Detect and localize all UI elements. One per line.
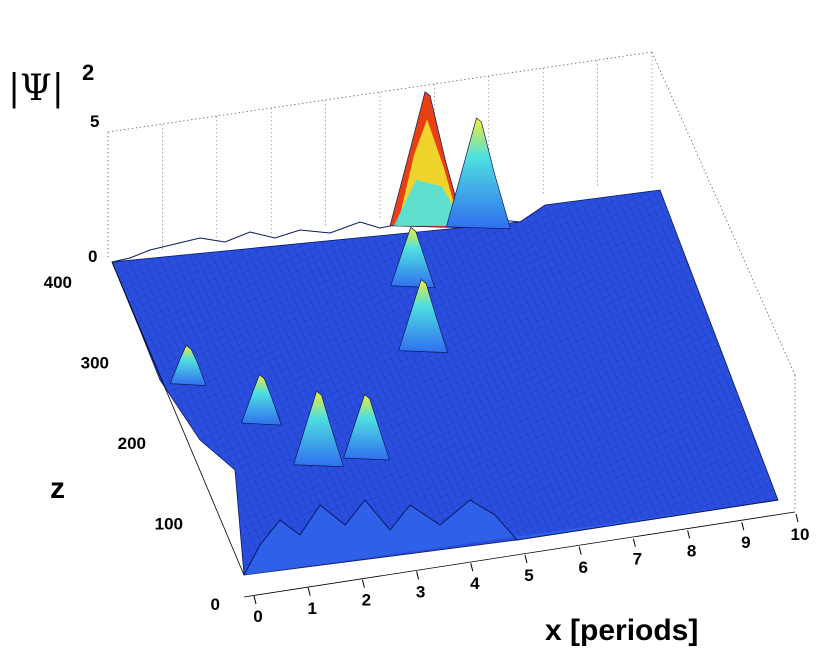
x-tick-label: 10	[791, 525, 810, 544]
x-tick-label: 8	[687, 541, 696, 560]
x-tick-label: 7	[633, 550, 642, 569]
surface-mesh	[111, 91, 779, 576]
surface-peak	[240, 374, 282, 426]
zlabel-text: |Ψ|	[8, 68, 64, 109]
surface-peak	[445, 117, 511, 230]
zlabel-exponent: 2	[82, 60, 94, 85]
surface-peak	[398, 279, 449, 353]
value-tick-5: 5	[90, 112, 99, 131]
x-tick-label: 0	[253, 607, 262, 626]
x-tick-label: 4	[470, 574, 480, 593]
surface-mesh-overlay	[112, 190, 778, 575]
x-tick-mark	[741, 522, 745, 531]
value-axis: 0 5 |Ψ| 2	[8, 60, 99, 266]
surface-peak	[343, 393, 391, 461]
peaks-layer	[169, 91, 511, 468]
x-tick-mark	[470, 563, 474, 572]
z-tick-label: 0	[211, 595, 220, 614]
z-tick-label: 300	[81, 354, 109, 373]
surface-peak	[293, 390, 345, 468]
x-tick-mark	[416, 571, 420, 580]
x-tick-label: 9	[741, 533, 750, 552]
x-tick-mark	[524, 554, 528, 564]
surface-peak	[169, 344, 207, 387]
x-tick-mark	[795, 513, 799, 523]
z-tick-label: 100	[155, 515, 183, 534]
x-tick-mark	[687, 530, 691, 539]
x-tick-mark	[632, 538, 636, 547]
value-axis-title: |Ψ| 2	[8, 60, 94, 109]
surface-peak-base	[393, 179, 465, 226]
z-axis: 0 100 200 300 400	[44, 261, 245, 614]
value-tick-0: 0	[88, 247, 97, 266]
x-tick-label: 6	[578, 558, 587, 577]
x-tick-mark	[578, 546, 582, 555]
x-axis-title: x [periods]	[545, 614, 698, 647]
x-tick-mark	[361, 579, 365, 588]
x-axis: 0 1 2 3 4 5 6 7 8 9 10	[243, 511, 810, 626]
x-tick-label: 5	[524, 566, 533, 585]
z-axis-title: z	[50, 472, 65, 505]
surface-peak	[390, 226, 436, 289]
grid-lines	[107, 52, 653, 258]
surface-front-edge	[243, 499, 779, 576]
x-tick-mark	[253, 595, 257, 605]
z-tick-label: 200	[118, 434, 146, 453]
x-tick-label: 1	[307, 599, 316, 618]
x-tick-label: 3	[416, 582, 425, 601]
x-tick-label: 2	[362, 591, 371, 610]
x-tick-mark	[307, 587, 311, 596]
z-tick-label: 400	[44, 273, 72, 292]
